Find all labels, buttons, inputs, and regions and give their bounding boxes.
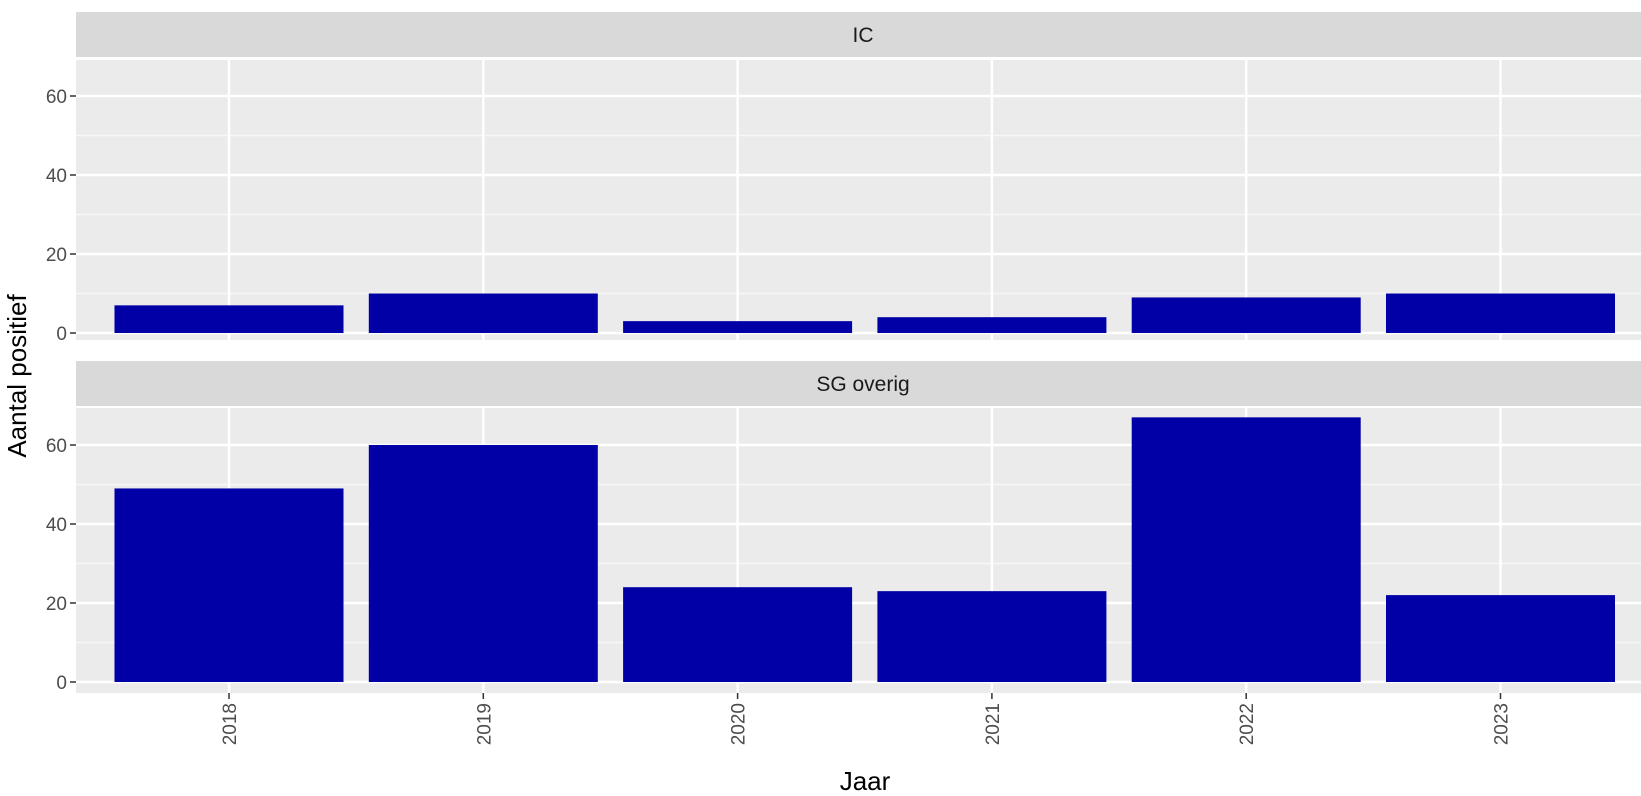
facet-panel-sg-overig: SG overig 0 20 40 60 (46, 361, 1641, 694)
bar-sg-overig-2022 (1131, 417, 1361, 682)
y-tick-label: 60 (46, 436, 67, 457)
x-tick-label: 2019 (474, 703, 495, 745)
x-axis-ticks: 2018 2019 2020 2021 2022 2023 (220, 693, 1513, 745)
bars-ic (114, 293, 1615, 333)
y-tick-label: 40 (46, 515, 67, 536)
x-tick-label: 2022 (1237, 703, 1258, 745)
facet-panel-ic: IC 0 20 40 60 (46, 12, 1641, 345)
facet-strip-label-ic: IC (853, 24, 874, 47)
y-tick-label: 0 (56, 324, 67, 345)
facet-strip-label-sg-overig: SG overig (816, 373, 909, 396)
x-tick-label: 2018 (220, 703, 241, 745)
bar-sg-overig-2018 (114, 488, 344, 682)
bar-sg-overig-2019 (368, 445, 598, 682)
bar-ic-2020 (623, 321, 853, 333)
y-tick-label: 0 (56, 673, 67, 694)
y-axis-title: Aantal positief (2, 294, 32, 458)
bar-ic-2021 (877, 317, 1107, 333)
y-tick-label: 20 (46, 594, 67, 615)
bar-ic-2023 (1386, 293, 1615, 333)
x-tick-label: 2020 (729, 703, 750, 745)
bar-ic-2022 (1131, 297, 1361, 333)
y-axis-ticks-sg-overig: 0 20 40 60 (46, 436, 76, 694)
x-tick-label: 2021 (983, 703, 1004, 745)
bar-ic-2019 (368, 293, 598, 333)
grid-lines-ic (76, 60, 1641, 340)
facet-strip-ic (76, 12, 1641, 57)
x-tick-label: 2023 (1492, 703, 1513, 745)
x-axis-title: Jaar (840, 766, 891, 796)
y-axis-ticks-ic: 0 20 40 60 (46, 87, 76, 345)
y-tick-label: 40 (46, 166, 67, 187)
bars-sg-overig (114, 417, 1615, 682)
facet-strip-sg-overig (76, 361, 1641, 406)
bar-sg-overig-2023 (1386, 595, 1615, 682)
bar-sg-overig-2021 (877, 591, 1107, 682)
y-tick-label: 20 (46, 245, 67, 266)
y-tick-label: 60 (46, 87, 67, 108)
bar-sg-overig-2020 (623, 587, 853, 682)
bar-ic-2018 (114, 305, 344, 333)
